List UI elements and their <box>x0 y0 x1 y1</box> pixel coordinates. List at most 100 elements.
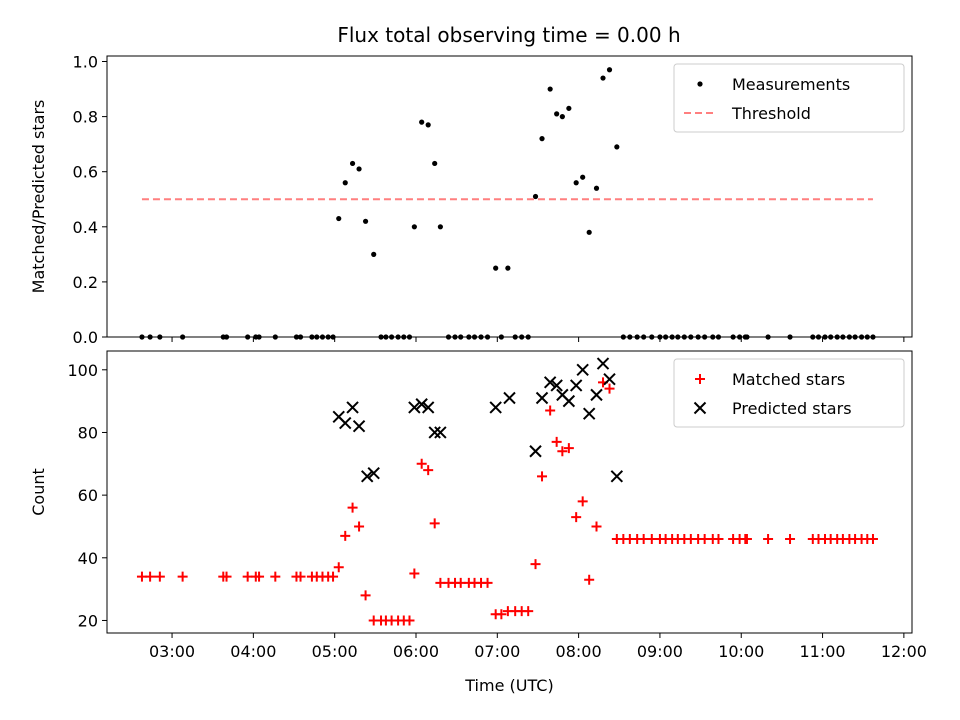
matched-star-point <box>577 496 588 507</box>
matched-star-point <box>584 574 595 585</box>
predicted-star-point <box>415 398 428 411</box>
matched-star-point <box>591 521 602 532</box>
measurement-point <box>614 144 620 150</box>
predicted-star-point <box>550 379 563 392</box>
matched-star-point <box>295 571 306 582</box>
y-tick-label: 40 <box>78 549 98 568</box>
predicted-star-point <box>562 394 576 408</box>
matched-star-point <box>537 471 548 482</box>
legend-swatch-measurements <box>697 81 703 87</box>
predicted-star-point <box>489 401 502 414</box>
legend-label: Measurements <box>732 75 850 94</box>
x-axis-label: Time (UTC) <box>464 676 553 695</box>
matched-star-point <box>145 571 156 582</box>
measurement-point <box>505 265 511 271</box>
predicted-star-point <box>434 426 447 439</box>
matched-star-point <box>551 436 562 447</box>
measurement-point <box>573 180 579 186</box>
predicted-star-point <box>569 379 583 392</box>
matched-star-point <box>154 571 165 582</box>
predicted-star-point <box>543 376 557 389</box>
legend-swatch-predicted <box>693 401 707 415</box>
matched-star-point <box>270 571 281 582</box>
matched-star-point <box>177 571 188 582</box>
plot-area <box>136 357 878 626</box>
measurement-point <box>419 119 425 125</box>
x-tick-label: 12:00 <box>881 642 927 661</box>
matched-star-point <box>340 530 351 541</box>
y-tick-label: 0.6 <box>73 163 98 182</box>
matched-star-point <box>354 521 365 532</box>
x-tick-label: 08:00 <box>556 642 602 661</box>
x-tick-label: 07:00 <box>474 642 520 661</box>
predicted-star-point <box>610 470 624 483</box>
matched-star-point <box>409 568 420 579</box>
legend-label: Predicted stars <box>732 399 852 418</box>
measurement-point <box>493 265 499 271</box>
measurement-point <box>362 218 369 224</box>
y-tick-label: 80 <box>78 423 98 442</box>
predicted-star-point <box>503 391 516 405</box>
matched-star-point <box>404 615 415 626</box>
predicted-star-point <box>346 401 359 414</box>
legend-box <box>673 63 905 133</box>
measurement-point <box>600 75 606 81</box>
matched-star-point <box>347 502 358 513</box>
measurement-point <box>580 174 586 180</box>
axes-frame <box>106 55 913 338</box>
y-tick-label: 0.2 <box>73 273 98 292</box>
measurement-point <box>356 166 362 172</box>
x-tick-label: 09:00 <box>637 642 683 661</box>
matched-star-point <box>530 559 541 570</box>
matched-star-point <box>482 577 493 588</box>
matched-star-point <box>496 609 507 620</box>
matched-star-point <box>416 458 427 469</box>
y-tick-label: 20 <box>78 611 98 630</box>
measurement-point <box>593 185 600 191</box>
matched-star-point <box>429 518 440 529</box>
matched-star-point <box>221 571 232 582</box>
matched-star-point <box>867 534 878 544</box>
legend-box <box>673 358 905 428</box>
x-tick-label: 06:00 <box>393 642 439 661</box>
matched-star-point <box>333 562 344 573</box>
chart-title: Flux total observing time = 0.00 h <box>337 23 680 47</box>
matched-star-point <box>763 534 774 544</box>
legend-swatch-matched <box>695 374 705 384</box>
predicted-star-point <box>428 426 441 439</box>
x-tick-label: 10:00 <box>718 642 764 661</box>
measurement-point <box>437 224 443 230</box>
predicted-star-point <box>421 401 435 414</box>
y-axis-label: Matched/Predicted stars <box>29 100 48 294</box>
predicted-star-point <box>603 372 616 386</box>
y-tick-label: 1.0 <box>73 53 98 72</box>
matched-star-point <box>328 571 339 582</box>
matched-star-point <box>545 405 556 416</box>
predicted-star-point <box>576 363 589 377</box>
y-tick-label: 0.4 <box>73 218 98 237</box>
predicted-star-point <box>360 470 374 483</box>
y-axis-label: Count <box>29 468 48 516</box>
x-tick-label: 05:00 <box>312 642 358 661</box>
legend: Measurements Threshold <box>673 63 905 133</box>
predicted-star-point <box>352 419 366 433</box>
measurement-point <box>425 122 431 128</box>
matched-star-point <box>604 383 615 394</box>
measurement-point <box>606 67 613 73</box>
predicted-star-point <box>535 391 549 405</box>
measurement-point <box>342 180 348 186</box>
x-tick-label: 11:00 <box>800 642 846 661</box>
matched-star-point <box>713 534 724 544</box>
predicted-star-point <box>582 407 596 420</box>
legend-label: Threshold <box>731 104 811 123</box>
matched-star-point <box>423 465 434 476</box>
matched-star-point <box>557 446 568 457</box>
y-tick-label: 0.0 <box>73 328 98 347</box>
predicted-star-point <box>408 401 421 414</box>
matched-star-point <box>523 606 534 617</box>
x-tick-label: 04:00 <box>230 642 276 661</box>
measurement-point <box>547 86 553 92</box>
measurement-point <box>432 160 438 167</box>
predicted-star-point <box>590 388 603 402</box>
matched-star-point <box>571 512 582 523</box>
